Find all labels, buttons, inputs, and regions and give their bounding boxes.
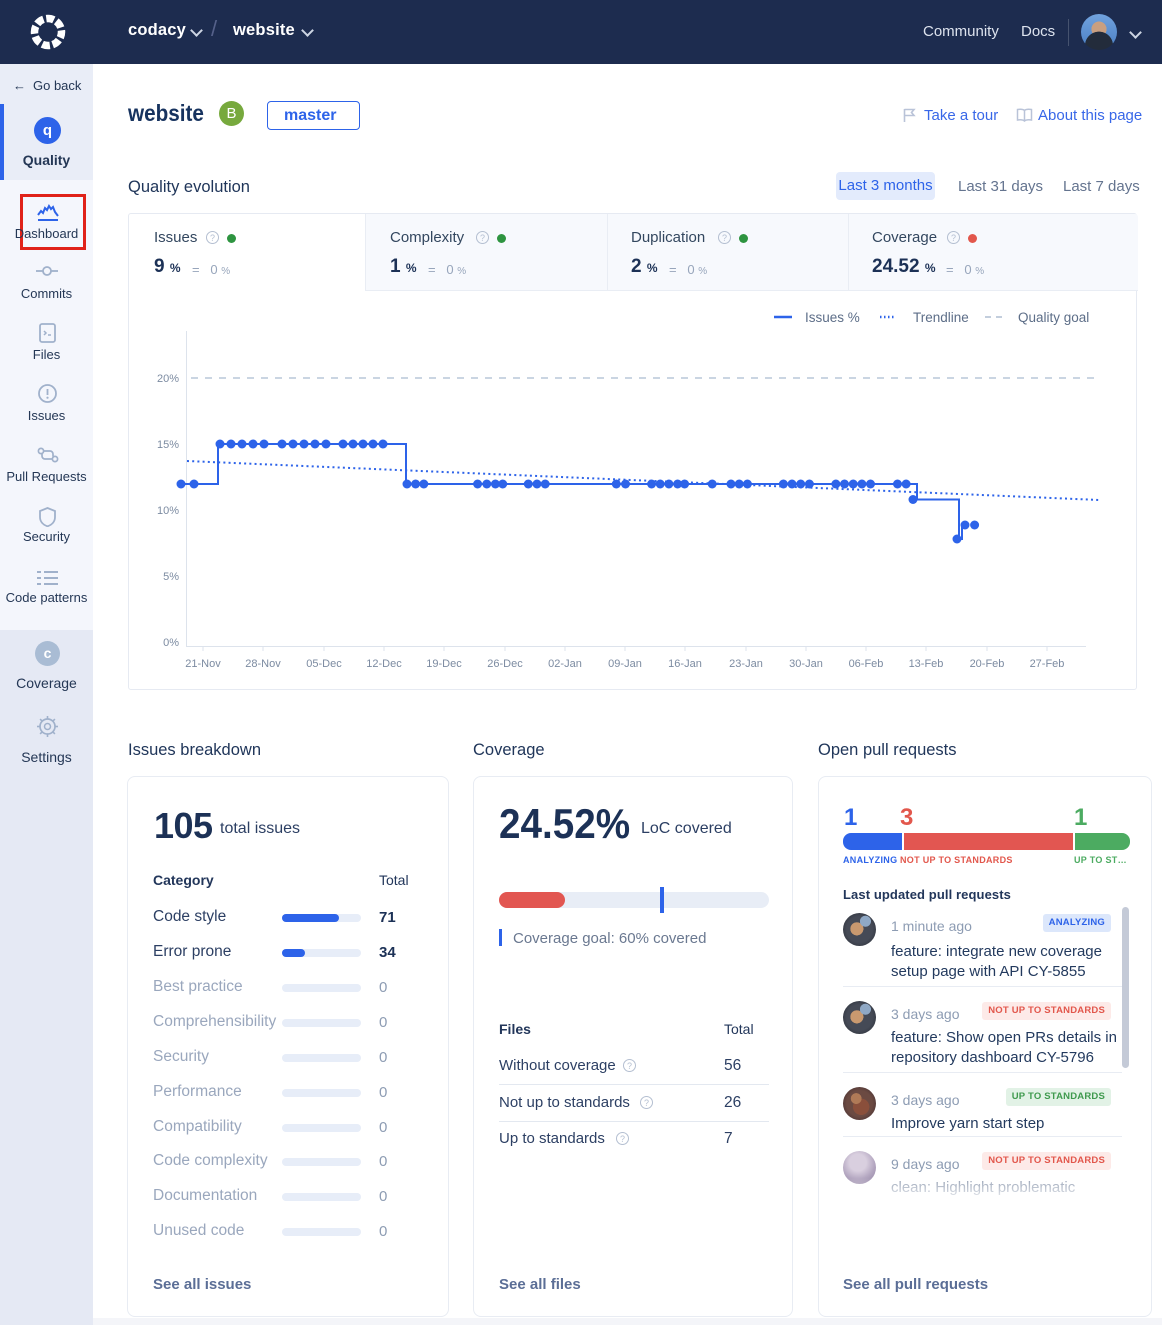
svg-text:21-Nov: 21-Nov: [185, 658, 221, 670]
svg-text:23-Jan: 23-Jan: [729, 658, 763, 670]
svg-text:02-Jan: 02-Jan: [548, 658, 582, 670]
svg-text:0%: 0%: [163, 637, 179, 649]
svg-text:27-Feb: 27-Feb: [1030, 658, 1065, 670]
svg-text:10%: 10%: [157, 505, 179, 517]
svg-text:Issues %: Issues %: [805, 310, 860, 325]
svg-text:20%: 20%: [157, 373, 179, 385]
svg-text:19-Dec: 19-Dec: [426, 658, 462, 670]
svg-text:15%: 15%: [157, 439, 179, 451]
svg-text:26-Dec: 26-Dec: [487, 658, 523, 670]
svg-text:28-Nov: 28-Nov: [245, 658, 281, 670]
svg-text:20-Feb: 20-Feb: [970, 658, 1005, 670]
svg-text:05-Dec: 05-Dec: [306, 658, 342, 670]
svg-text:5%: 5%: [163, 571, 179, 583]
svg-text:09-Jan: 09-Jan: [608, 658, 642, 670]
svg-text:06-Feb: 06-Feb: [849, 658, 884, 670]
svg-text:30-Jan: 30-Jan: [789, 658, 823, 670]
svg-text:13-Feb: 13-Feb: [909, 658, 944, 670]
svg-text:Quality goal: Quality goal: [1018, 310, 1089, 325]
svg-text:Trendline: Trendline: [913, 310, 969, 325]
svg-text:16-Jan: 16-Jan: [668, 658, 702, 670]
svg-text:12-Dec: 12-Dec: [366, 658, 402, 670]
